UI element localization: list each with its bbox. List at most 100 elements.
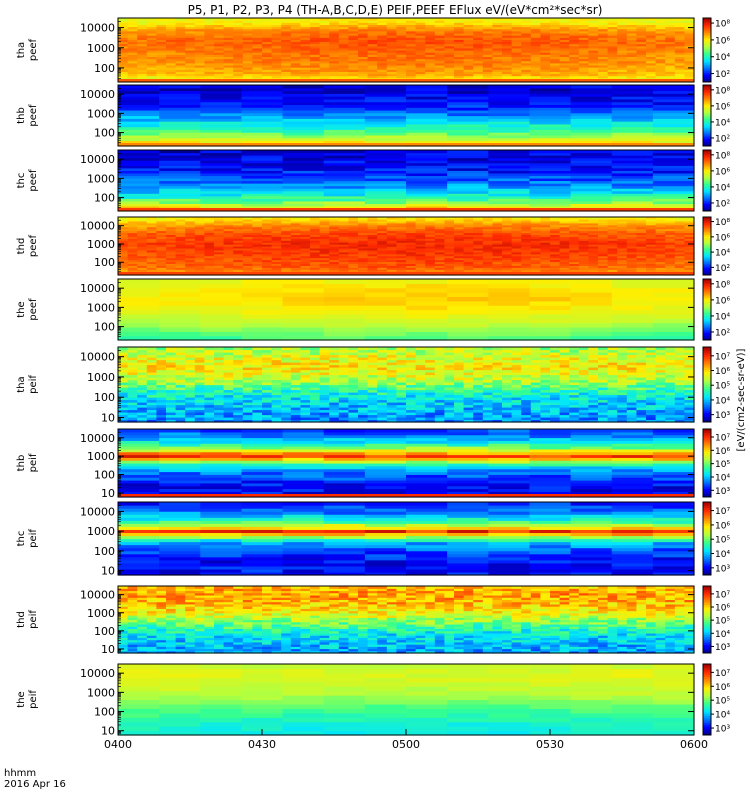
heatmap-cell	[194, 230, 205, 234]
heatmap-cell	[617, 246, 628, 249]
heatmap-cell	[636, 265, 647, 268]
colorbar-segment	[703, 169, 711, 172]
heatmap-cell	[118, 185, 160, 189]
heatmap-cell	[607, 69, 618, 72]
heatmap-cell	[588, 75, 599, 79]
heatmap-cell	[415, 71, 426, 75]
heatmap-cell	[434, 75, 445, 79]
heatmap-cell	[636, 251, 647, 255]
heatmap-cell	[118, 218, 129, 222]
heatmap-cell	[444, 32, 455, 36]
y-tick-label: 10000	[80, 153, 115, 166]
heatmap-cell	[406, 137, 448, 142]
heatmap-cell	[118, 228, 129, 232]
heatmap-cell	[146, 419, 157, 423]
heatmap-cell	[290, 249, 301, 253]
heatmap-cell	[156, 218, 167, 222]
heatmap-cell	[252, 224, 263, 228]
heatmap-cell	[364, 322, 407, 328]
heatmap-cell	[569, 217, 580, 220]
heatmap-cell	[626, 244, 637, 247]
heatmap-cell	[367, 238, 378, 241]
heatmap-cell	[447, 296, 489, 302]
heatmap-cell	[358, 234, 369, 237]
heatmap-cell	[377, 220, 388, 224]
heatmap-cell	[242, 26, 253, 30]
heatmap-cell	[415, 52, 426, 55]
heatmap-cell	[118, 220, 129, 224]
heatmap-cell	[233, 52, 244, 55]
heatmap-cell	[364, 167, 407, 171]
heatmap-cell	[674, 269, 685, 272]
heatmap-cell	[185, 62, 196, 66]
heatmap-cell	[146, 255, 157, 259]
heatmap-cell	[570, 326, 613, 332]
heatmap-cell	[646, 246, 657, 249]
heatmap-cell	[598, 69, 609, 72]
heatmap-cell	[348, 62, 359, 66]
heatmap-cell	[137, 67, 148, 70]
heatmap-cell	[364, 93, 407, 97]
heatmap-cell	[367, 28, 378, 32]
heatmap-cell	[617, 32, 628, 36]
heatmap-cell	[127, 234, 138, 237]
heatmap-cell	[319, 56, 330, 60]
heatmap-cell	[233, 30, 244, 34]
heatmap-cell	[636, 240, 647, 243]
heatmap-cell	[118, 37, 129, 40]
heatmap-cell	[588, 238, 599, 241]
colorbar-segment	[703, 280, 711, 283]
heatmap-cell	[454, 218, 465, 222]
heatmap-cell	[118, 265, 129, 268]
heatmap-cell	[159, 152, 201, 156]
heatmap-cell	[175, 52, 186, 55]
heatmap-cell	[300, 226, 311, 230]
heatmap-cell	[329, 52, 340, 55]
heatmap-cell	[282, 170, 325, 174]
heatmap-cell	[137, 251, 148, 255]
colorbar-segment	[703, 56, 711, 59]
heatmap-cell	[166, 259, 177, 263]
heatmap-cell	[214, 265, 225, 268]
heatmap-cell	[570, 87, 613, 92]
heatmap-cell	[434, 35, 445, 38]
heatmap-cell	[271, 234, 282, 237]
heatmap-cell	[447, 313, 489, 319]
heatmap-cell	[521, 247, 532, 251]
heatmap-cell	[529, 177, 572, 182]
heatmap-cell	[185, 222, 196, 226]
heatmap-cell	[550, 234, 561, 237]
heatmap-cell	[127, 238, 138, 241]
heatmap-cell	[290, 255, 301, 259]
heatmap-cell	[118, 162, 160, 166]
heatmap-cell	[578, 249, 589, 253]
heatmap-cell	[204, 71, 215, 75]
colorbar-segment	[703, 238, 711, 241]
heatmap-cell	[550, 251, 561, 255]
heatmap-cell	[214, 28, 225, 32]
heatmap-cell	[652, 193, 695, 197]
heatmap-cell	[655, 39, 666, 43]
heatmap-cell	[377, 234, 388, 237]
heatmap-cell	[262, 26, 273, 30]
heatmap-cell	[300, 244, 311, 247]
heatmap-cell	[319, 222, 330, 226]
heatmap-cell	[674, 267, 685, 270]
heatmap-cell	[492, 28, 503, 32]
heatmap-cell	[252, 230, 263, 234]
heatmap-cell	[377, 43, 388, 47]
heatmap-cell	[281, 20, 292, 23]
heatmap-cell	[319, 32, 330, 36]
heatmap-cell	[223, 75, 234, 79]
heatmap-cell	[233, 39, 244, 43]
heatmap-cell	[626, 242, 637, 245]
heatmap-cell	[282, 109, 325, 114]
heatmap-cell	[300, 220, 311, 224]
heatmap-cell	[252, 259, 263, 263]
heatmap-cell	[447, 98, 489, 103]
heatmap-cell	[329, 261, 340, 264]
heatmap-cell	[252, 73, 263, 77]
heatmap-cell	[569, 218, 580, 222]
heatmap-cell	[281, 50, 292, 53]
heatmap-cell	[281, 253, 292, 257]
